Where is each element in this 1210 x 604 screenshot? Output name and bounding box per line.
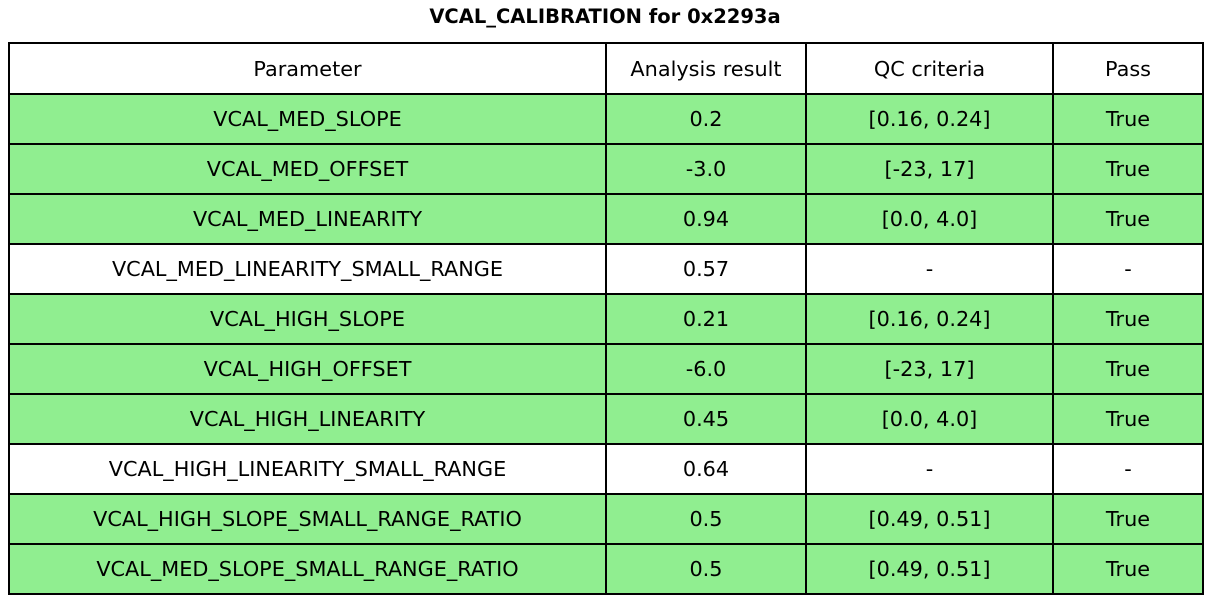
param-cell: VCAL_HIGH_SLOPE [8,293,607,345]
pass-cell: True [1052,93,1204,145]
result-cell: 0.5 [605,493,807,545]
result-cell: 0.2 [605,93,807,145]
criteria-cell: [0.0, 4.0] [805,193,1054,245]
table-row: VCAL_HIGH_OFFSET -6.0 [-23, 17] True [8,343,1204,395]
result-cell: -3.0 [605,143,807,195]
qc-results-table: Parameter Analysis result QC criteria Pa… [8,42,1204,595]
param-cell: VCAL_HIGH_SLOPE_SMALL_RANGE_RATIO [8,493,607,545]
param-cell: VCAL_HIGH_LINEARITY [8,393,607,445]
pass-cell: True [1052,343,1204,395]
param-cell: VCAL_MED_LINEARITY_SMALL_RANGE [8,243,607,295]
table-row: VCAL_MED_LINEARITY_SMALL_RANGE 0.57 - - [8,243,1204,295]
pass-cell: - [1052,243,1204,295]
pass-cell: - [1052,443,1204,495]
table-header-row: Parameter Analysis result QC criteria Pa… [8,42,1204,95]
table-row: VCAL_HIGH_LINEARITY 0.45 [0.0, 4.0] True [8,393,1204,445]
criteria-cell: [0.16, 0.24] [805,93,1054,145]
table-row: VCAL_HIGH_SLOPE 0.21 [0.16, 0.24] True [8,293,1204,345]
criteria-cell: - [805,443,1054,495]
result-cell: 0.57 [605,243,807,295]
table-row: VCAL_MED_OFFSET -3.0 [-23, 17] True [8,143,1204,195]
pass-cell: True [1052,143,1204,195]
param-cell: VCAL_MED_LINEARITY [8,193,607,245]
param-cell: VCAL_HIGH_OFFSET [8,343,607,395]
pass-cell: True [1052,293,1204,345]
result-cell: 0.5 [605,543,807,595]
pass-cell: True [1052,193,1204,245]
criteria-cell: [0.49, 0.51] [805,493,1054,545]
criteria-cell: [-23, 17] [805,143,1054,195]
column-header-parameter: Parameter [8,42,607,95]
result-cell: 0.21 [605,293,807,345]
result-cell: 0.64 [605,443,807,495]
param-cell: VCAL_MED_SLOPE_SMALL_RANGE_RATIO [8,543,607,595]
result-cell: -6.0 [605,343,807,395]
pass-cell: True [1052,493,1204,545]
table-row: VCAL_MED_SLOPE 0.2 [0.16, 0.24] True [8,93,1204,145]
param-cell: VCAL_MED_OFFSET [8,143,607,195]
criteria-cell: [-23, 17] [805,343,1054,395]
result-cell: 0.94 [605,193,807,245]
table-row: VCAL_MED_SLOPE_SMALL_RANGE_RATIO 0.5 [0.… [8,543,1204,595]
criteria-cell: [0.0, 4.0] [805,393,1054,445]
column-header-qc-criteria: QC criteria [805,42,1054,95]
table-row: VCAL_MED_LINEARITY 0.94 [0.0, 4.0] True [8,193,1204,245]
param-cell: VCAL_MED_SLOPE [8,93,607,145]
table-row: VCAL_HIGH_LINEARITY_SMALL_RANGE 0.64 - - [8,443,1204,495]
result-cell: 0.45 [605,393,807,445]
table-row: VCAL_HIGH_SLOPE_SMALL_RANGE_RATIO 0.5 [0… [8,493,1204,545]
column-header-analysis-result: Analysis result [605,42,807,95]
criteria-cell: [0.16, 0.24] [805,293,1054,345]
criteria-cell: [0.49, 0.51] [805,543,1054,595]
page-title: VCAL_CALIBRATION for 0x2293a [429,5,781,28]
criteria-cell: - [805,243,1054,295]
param-cell: VCAL_HIGH_LINEARITY_SMALL_RANGE [8,443,607,495]
pass-cell: True [1052,393,1204,445]
pass-cell: True [1052,543,1204,595]
column-header-pass: Pass [1052,42,1204,95]
